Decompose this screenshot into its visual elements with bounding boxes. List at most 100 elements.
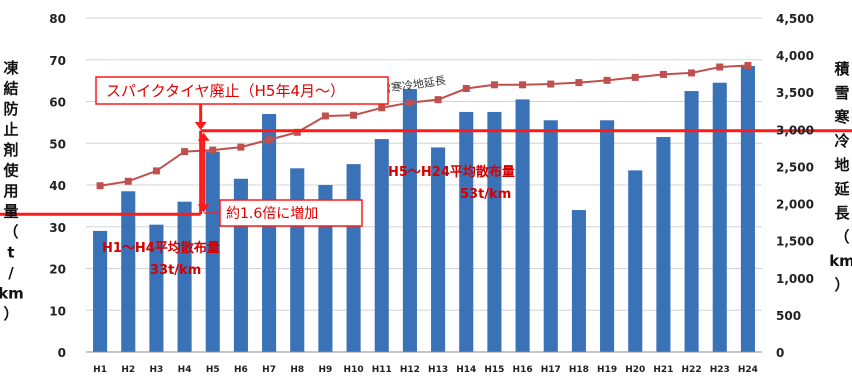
bar-H16: [515, 99, 530, 352]
line-point-H20: [631, 73, 639, 81]
x-tick-label: H14: [456, 365, 476, 375]
left-axis-label-char: /: [8, 264, 14, 282]
right-axis-label-char: 冷: [834, 132, 849, 150]
left-tick-label: 20: [49, 263, 66, 277]
line-series-path: [99, 64, 748, 187]
bar-H14: [459, 111, 474, 352]
right-axis-label-char: （: [834, 228, 849, 246]
left-tick-label: 10: [49, 304, 66, 318]
line-point-H10: [350, 111, 358, 119]
line-point-H15: [490, 81, 498, 89]
line-point-H5: [209, 146, 217, 154]
right-axis-label-char: 地: [834, 156, 849, 174]
annotations: スパイクタイヤ廃止（H5年4月～） 約1.6倍に増加: [95, 76, 389, 227]
right-tick-label: 1,000: [776, 272, 814, 286]
line-point-H11: [378, 104, 386, 112]
line-point-H3: [152, 167, 160, 175]
line-point-H6: [237, 143, 245, 151]
left-axis-label-char: 用: [3, 182, 18, 200]
x-tick-label: H24: [738, 365, 758, 375]
right-tick-label: 4,000: [776, 49, 814, 63]
bar-H21: [656, 136, 671, 352]
bar-H24: [740, 66, 755, 352]
left-tick-label: 80: [49, 12, 66, 26]
left-axis-label-char: t: [7, 244, 14, 262]
line-point-H1: [96, 182, 104, 190]
bar-H4: [177, 201, 192, 352]
bar-H5: [205, 151, 220, 352]
left-tick-label: 50: [49, 137, 66, 151]
bar-H18: [571, 210, 586, 352]
right-tick-label: 4,500: [776, 12, 814, 26]
x-tick-label: H18: [569, 365, 589, 375]
right-tick-label: 3,500: [776, 86, 814, 100]
right-axis-label-char: km: [829, 252, 852, 270]
right-tick-label: 2,500: [776, 160, 814, 174]
axes: 0 10 20 30 40 50 60 70 80 0 500 1,000 1,500 2,000 2,50…: [0, 12, 852, 375]
average-lines: H1～H4平均散布量 33t/km H5～H24平均散布量 53t/km: [0, 129, 852, 278]
bar-H19: [600, 120, 615, 352]
average-value-h5-h24: 53t/km: [460, 187, 511, 202]
increase-arrow-head-up: [197, 132, 210, 141]
x-tick-label: H9: [319, 365, 333, 375]
line-point-H2: [124, 177, 132, 185]
right-axis-label-char: ）: [834, 276, 849, 294]
line-point-H13: [434, 96, 442, 104]
x-tick-label: H2: [121, 365, 135, 375]
left-axis-label-char: 結: [3, 80, 18, 98]
x-tick-label: H13: [428, 365, 448, 375]
left-axis-label-char: 量: [3, 203, 18, 221]
x-tick-label: H3: [150, 365, 164, 375]
bar-H3: [149, 224, 164, 352]
left-axis-label-char: 使: [2, 162, 19, 180]
line-point-H4: [181, 148, 189, 156]
line-point-H23: [716, 63, 724, 71]
bar-H11: [374, 139, 389, 352]
right-tick-label: 500: [776, 309, 801, 323]
x-tick-label: H20: [625, 365, 645, 375]
bar-series: [93, 66, 755, 353]
bar-H22: [684, 91, 699, 352]
line-point-H7: [265, 136, 273, 144]
right-tick-label: 3,000: [776, 123, 814, 137]
event-callout-text: スパイクタイヤ廃止（H5年4月～）: [106, 82, 345, 100]
left-axis-label-char: 凍: [3, 59, 19, 77]
right-axis-label-char: 積: [833, 60, 850, 78]
average-label-h5-h24: H5～H24平均散布量: [388, 164, 515, 180]
x-tick-label: H10: [344, 365, 364, 375]
line-point-H18: [575, 79, 583, 87]
left-axis-label-char: km: [0, 285, 24, 303]
line-point-H24: [744, 62, 752, 70]
line-point-H22: [688, 69, 696, 77]
left-tick-label: 40: [49, 179, 66, 193]
x-tick-label: H11: [372, 365, 392, 375]
bar-H13: [431, 147, 446, 352]
x-tick-label: H19: [597, 365, 617, 375]
left-axis-label-char: （: [3, 223, 18, 241]
x-tick-label: H15: [484, 365, 504, 375]
line-point-H14: [462, 85, 470, 93]
right-tick-label: 2,000: [776, 198, 814, 212]
line-point-H16: [519, 81, 527, 89]
event-callout-box: [95, 76, 389, 105]
x-tick-label: H7: [262, 365, 276, 375]
bar-H20: [628, 170, 643, 352]
bar-H7: [262, 114, 277, 353]
event-arrow-head: [194, 122, 207, 130]
left-tick-label: 70: [49, 54, 66, 68]
increase-callout-text: 約1.6倍に増加: [226, 206, 318, 222]
line-point-H8: [293, 128, 301, 136]
average-label-h1-h4: H1～H4平均散布量: [102, 240, 220, 256]
x-tick-label: H16: [513, 365, 533, 375]
x-tick-label: H22: [682, 365, 702, 375]
left-axis-label-char: ）: [3, 305, 18, 323]
x-tick-label: H17: [541, 365, 561, 375]
x-tick-label: H5: [206, 365, 220, 375]
bar-H17: [543, 120, 558, 352]
x-tick-label: H4: [178, 365, 192, 375]
increase-arrow-head-down: [197, 204, 210, 213]
x-tick-label: H8: [290, 365, 304, 375]
bar-H1: [93, 230, 108, 352]
bar-H15: [487, 111, 502, 352]
right-axis-label-char: 寒: [834, 108, 850, 126]
